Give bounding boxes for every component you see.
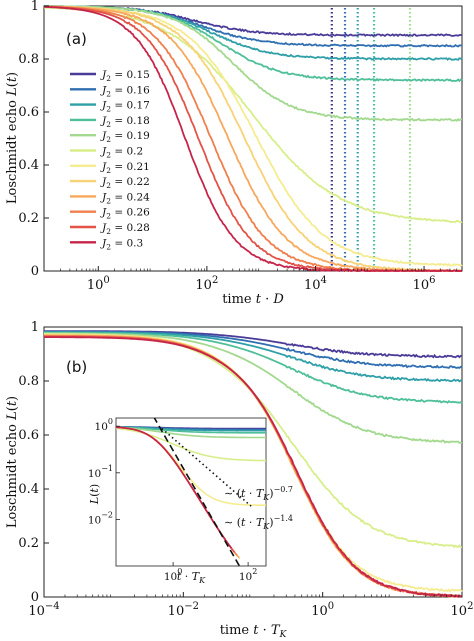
panel-b-ytick-label: 1 bbox=[31, 320, 39, 335]
panel-b-ytick-label: 0.4 bbox=[18, 482, 39, 497]
inset-y-title: L(t) bbox=[88, 484, 101, 505]
inset-annotation-fast: ∼ (t · TK)−1.4 bbox=[224, 514, 293, 531]
inset-ytick-label: 100 bbox=[95, 417, 113, 433]
panel-a-series bbox=[43, 5, 463, 273]
legend-label: J2 = 0.2 bbox=[100, 146, 143, 160]
panel-a-ytick-label: 0 bbox=[31, 264, 39, 279]
panel-b-series-line bbox=[44, 332, 463, 445]
legend-label: J2 = 0.19 bbox=[100, 130, 150, 144]
inset-powerlaw-guide bbox=[161, 427, 252, 507]
panel-a-ytick-label: 1 bbox=[31, 0, 39, 14]
inset-series bbox=[116, 418, 266, 566]
panel-a-frame bbox=[43, 5, 463, 272]
inset-ytick-label: 10−1 bbox=[88, 464, 113, 480]
inset-series-line bbox=[116, 426, 266, 434]
panel-a-xtick-label: 102 bbox=[195, 275, 218, 293]
panel-b-ytick-label: 0 bbox=[31, 590, 39, 605]
inset-series-line bbox=[116, 426, 233, 549]
panel-b-ticks: 10−4 10−2 100 102 0 0.2 0.4 0.6 0.8 1 bbox=[18, 320, 473, 619]
panel-a-series-line bbox=[44, 5, 462, 122]
inset-xtick-label: 102 bbox=[239, 567, 257, 583]
panel-b-ytick-label: 0.2 bbox=[18, 536, 39, 551]
panel-a-xtick-label: 104 bbox=[304, 275, 327, 293]
panel-b-xtick-label: 10−4 bbox=[28, 601, 59, 619]
inset-panel: 100 102 10−2 10−1 100 ∼ (t · TK)−0.7 ∼ (t · … bbox=[88, 417, 293, 585]
inset-x-title: t · TK bbox=[177, 570, 206, 585]
inset-xtick-label: 100 bbox=[164, 567, 182, 583]
panel-a-y-title: Loschmidt echo L(t) bbox=[5, 72, 20, 204]
panel-a-xtick-label: 106 bbox=[413, 275, 436, 293]
panel-a-ytick-label: 0.8 bbox=[18, 52, 39, 67]
panel-a-label: (a) bbox=[66, 30, 87, 48]
panel-a-x-title: time t · D bbox=[222, 292, 284, 307]
legend-label: J2 = 0.24 bbox=[100, 191, 150, 205]
panel-a-ytick-label: 0.4 bbox=[18, 158, 39, 173]
legend-label: J2 = 0.28 bbox=[100, 222, 150, 236]
panel-b-xtick-label: 100 bbox=[311, 601, 334, 619]
panel-b-ytick-label: 0.8 bbox=[18, 374, 39, 389]
panel-a-series-line bbox=[44, 6, 463, 273]
panel-a-series-line bbox=[43, 5, 462, 273]
panel-b-series bbox=[43, 330, 463, 598]
legend-label: J2 = 0.17 bbox=[100, 100, 150, 114]
panel-a-ytick-label: 0.2 bbox=[18, 211, 39, 226]
inset-frame bbox=[115, 417, 267, 567]
legend-label: J2 = 0.16 bbox=[100, 84, 150, 98]
panel-a-ticks: 100 102 104 106 0 0.2 0.4 0.6 0.8 1 bbox=[18, 0, 463, 293]
legend-label: J2 = 0.15 bbox=[100, 69, 150, 83]
inset-powerlaw-guide bbox=[153, 418, 241, 566]
panel-b-ytick-label: 0.6 bbox=[18, 428, 39, 443]
legend-label: J2 = 0.26 bbox=[100, 207, 150, 221]
legend-label: J2 = 0.22 bbox=[100, 176, 150, 190]
inset-ytick-label: 10−2 bbox=[88, 510, 113, 526]
legend-label: J2 = 0.3 bbox=[100, 237, 143, 251]
inset-series-line bbox=[116, 426, 266, 439]
panel-b-x-title: time t · TK bbox=[220, 623, 288, 640]
panel-b-y-title: Loschmidt echo L(t) bbox=[5, 396, 20, 528]
panel-a-xtick-label: 100 bbox=[87, 275, 110, 293]
inset-ticks: 100 102 10−2 10−1 100 bbox=[88, 417, 258, 583]
legend-label: J2 = 0.18 bbox=[100, 115, 150, 129]
panel-b-xtick-label: 102 bbox=[451, 601, 474, 619]
panel-b-xtick-label: 10−2 bbox=[168, 601, 199, 619]
panel-b: 10−4 10−2 100 102 0 0.2 0.4 0.6 0.8 1 (b) time t … bbox=[5, 320, 473, 640]
panel-a-ytick-label: 0.6 bbox=[18, 105, 39, 120]
inset-annotation-slow: ∼ (t · TK)−0.7 bbox=[224, 485, 293, 502]
legend-label: J2 = 0.21 bbox=[100, 161, 150, 175]
panel-b-series-line bbox=[44, 336, 463, 598]
panel-b-label: (b) bbox=[66, 358, 87, 376]
